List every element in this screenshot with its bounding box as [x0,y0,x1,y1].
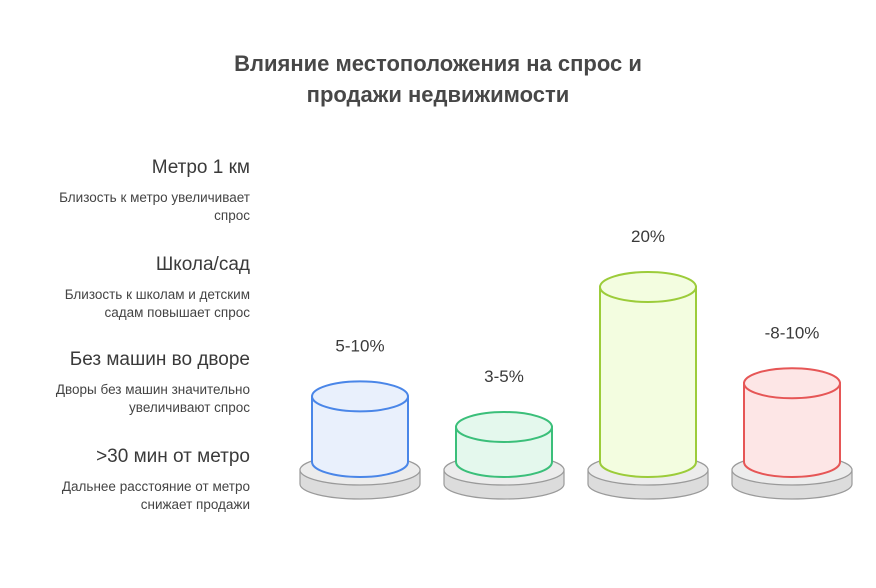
value-label: 20% [631,227,665,246]
bar-body [599,286,697,478]
factor-description: Близость к школам и детским садам повыша… [0,286,250,322]
title-line-2: продажи недвижимости [306,82,570,107]
desc-line: увеличивают спрос [129,400,250,415]
bar-top [311,380,409,413]
factor-description: Дальнее расстояние от метро снижает прод… [0,478,250,514]
desc-line: снижает продажи [140,497,250,512]
factor-description: Дворы без машин значительно увеличивают … [0,381,250,417]
factor-description: Близость к метро увеличивает спрос [0,189,250,225]
desc-line: садам повышает спрос [104,305,250,320]
factor-label: Школа/сад [155,254,250,275]
factor-label: Без машин во дворе [69,349,250,370]
bar-3: 20% [587,227,709,500]
bar-2: 3-5% [443,367,565,500]
factor-no-cars: Без машин во дворе Дворы без машин значи… [0,349,250,417]
factor-label: >30 мин от метро [96,446,250,467]
desc-line: Дальнее расстояние от метро [61,479,250,494]
factor-school: Школа/сад Близость к школам и детским са… [0,254,250,322]
bar-body [311,395,409,478]
desc-line: Дворы без машин значительно [55,382,250,397]
factor-far-metro: >30 мин от метро Дальнее расстояние от м… [0,446,250,514]
desc-line: Близость к школам и детским [64,287,250,302]
bar-4: -8-10% [731,323,853,500]
bar-1: 5-10% [299,336,421,500]
factor-label: Метро 1 км [151,157,250,178]
value-label: 3-5% [484,367,524,386]
value-label: 5-10% [335,336,384,355]
title-line-1: Влияние местоположения на спрос и [234,51,642,76]
value-label: -8-10% [765,323,820,342]
factor-metro: Метро 1 км Близость к метро увеличивает … [0,157,250,225]
bar-top [455,411,553,443]
desc-line: Близость к метро увеличивает [59,190,250,205]
bar-body [743,382,841,478]
chart-title: Влияние местоположения на спрос и продаж… [0,48,876,110]
bar-top [599,271,697,303]
desc-line: спрос [214,208,250,223]
bar-top [743,367,841,400]
